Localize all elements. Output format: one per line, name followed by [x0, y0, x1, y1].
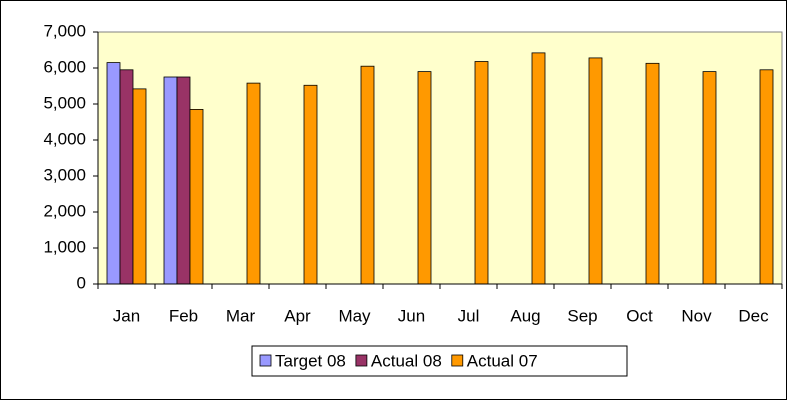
x-tick-label: Jan [113, 306, 140, 325]
bar [474, 61, 489, 285]
x-tick-label: Oct [626, 306, 653, 325]
plot-area [97, 31, 783, 285]
y-tick-label: 3,000 [43, 165, 86, 184]
bar [531, 52, 546, 285]
x-tick-label: Apr [284, 306, 311, 325]
bar [119, 69, 134, 285]
y-tick-label: 2,000 [43, 201, 86, 220]
legend-swatch [451, 354, 464, 367]
legend [251, 345, 628, 377]
y-tick-label: 4,000 [43, 129, 86, 148]
bar [176, 76, 191, 285]
bar [303, 84, 318, 285]
y-tick-label: 0 [77, 273, 86, 292]
y-tick-label: 1,000 [43, 237, 86, 256]
bar [132, 88, 147, 285]
x-tick-label: Nov [681, 306, 712, 325]
y-tick-label: 7,000 [43, 21, 86, 40]
legend-swatch [259, 354, 272, 367]
bar [163, 76, 178, 285]
bar [645, 62, 660, 285]
bar [246, 82, 261, 285]
bar [417, 71, 432, 285]
bar [588, 57, 603, 285]
y-tick-label: 6,000 [43, 57, 86, 76]
x-tick-label: Jul [458, 306, 480, 325]
legend-label: Actual 08 [371, 351, 442, 370]
y-tick-label: 5,000 [43, 93, 86, 112]
legend-label: Actual 07 [467, 351, 538, 370]
x-tick-label: Mar [226, 306, 256, 325]
x-tick-label: Feb [169, 306, 198, 325]
bar [189, 109, 204, 285]
bar [106, 62, 121, 285]
bar [360, 65, 375, 285]
legend-swatch [355, 354, 368, 367]
legend-label: Target 08 [275, 351, 346, 370]
bar [759, 69, 774, 285]
x-tick-label: Dec [738, 306, 769, 325]
x-tick-label: May [338, 306, 371, 325]
x-tick-label: Jun [398, 306, 425, 325]
x-tick-label: Aug [510, 306, 540, 325]
bar [702, 71, 717, 285]
x-tick-label: Sep [567, 306, 597, 325]
